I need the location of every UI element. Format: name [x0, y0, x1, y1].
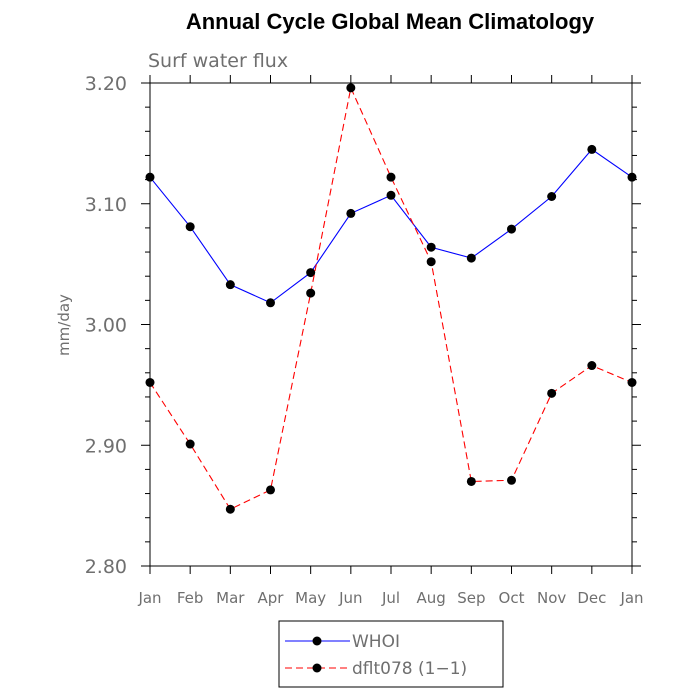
data-point	[306, 288, 316, 298]
legend: WHOI dflt078 (1−1)	[278, 620, 504, 688]
x-tick-label: May	[295, 589, 326, 607]
y-tick-label: 2.80	[85, 556, 127, 578]
chart-subtitle: Surf water flux	[148, 50, 288, 72]
data-point	[225, 504, 235, 514]
legend-box	[278, 620, 504, 688]
chart-title: Annual Cycle Global Mean Climatology	[186, 9, 595, 34]
data-point	[466, 253, 476, 263]
y-tick-label: 2.90	[85, 435, 127, 457]
x-tick-label: Mar	[216, 589, 245, 607]
legend-marker	[312, 636, 322, 646]
x-tick-label: Jun	[338, 589, 362, 607]
x-tick-label: Dec	[577, 589, 606, 607]
x-tick-label: Nov	[537, 589, 566, 607]
data-point	[145, 377, 155, 387]
data-point	[466, 476, 476, 486]
data-point	[547, 388, 557, 398]
x-tick-label: Feb	[177, 589, 204, 607]
x-tick-label: Sep	[457, 589, 485, 607]
legend-label: dflt078 (1−1)	[352, 659, 467, 679]
data-point	[507, 224, 516, 234]
series-line	[149, 86, 633, 510]
y-tick-label: 3.00	[85, 315, 127, 337]
x-tick-label: Jul	[381, 589, 400, 607]
x-tick-label: Jan	[619, 589, 643, 607]
legend-marker	[312, 663, 322, 673]
y-axis-label: mm/day	[55, 294, 73, 356]
tick-labels: Jan Feb Mar Apr May Jun Jul Aug Sep Oct Nov Dec Jan 2…	[85, 73, 644, 607]
series-1	[145, 144, 637, 308]
data-point	[627, 172, 637, 182]
plot-border	[149, 82, 633, 567]
data-point	[185, 222, 195, 232]
data-point	[145, 172, 155, 182]
series-line	[149, 148, 633, 304]
data-point	[587, 361, 597, 371]
x-tick-label: Apr	[258, 589, 285, 607]
data-point	[225, 280, 235, 290]
data-point	[587, 144, 597, 154]
data-point	[386, 190, 396, 200]
x-tick-label: Oct	[499, 589, 525, 607]
series-2	[145, 83, 637, 514]
data-point	[346, 83, 356, 93]
data-point	[627, 377, 637, 387]
data-point	[266, 485, 275, 495]
data-point	[185, 439, 195, 449]
y-tick-label: 3.20	[85, 73, 127, 95]
data-point	[507, 475, 516, 485]
data-point	[306, 268, 316, 278]
data-point	[386, 172, 396, 182]
x-tick-label: Jan	[137, 589, 161, 607]
legend-label: WHOI	[352, 632, 400, 652]
data-point	[426, 257, 436, 267]
series-layer	[145, 83, 637, 514]
data-point	[426, 242, 436, 252]
data-point	[346, 208, 356, 218]
axis-ticks	[141, 75, 641, 574]
data-point	[547, 192, 557, 202]
data-point	[266, 298, 275, 308]
y-tick-label: 3.10	[85, 194, 127, 216]
x-tick-label: Aug	[417, 589, 446, 607]
plot-frame	[149, 82, 633, 567]
